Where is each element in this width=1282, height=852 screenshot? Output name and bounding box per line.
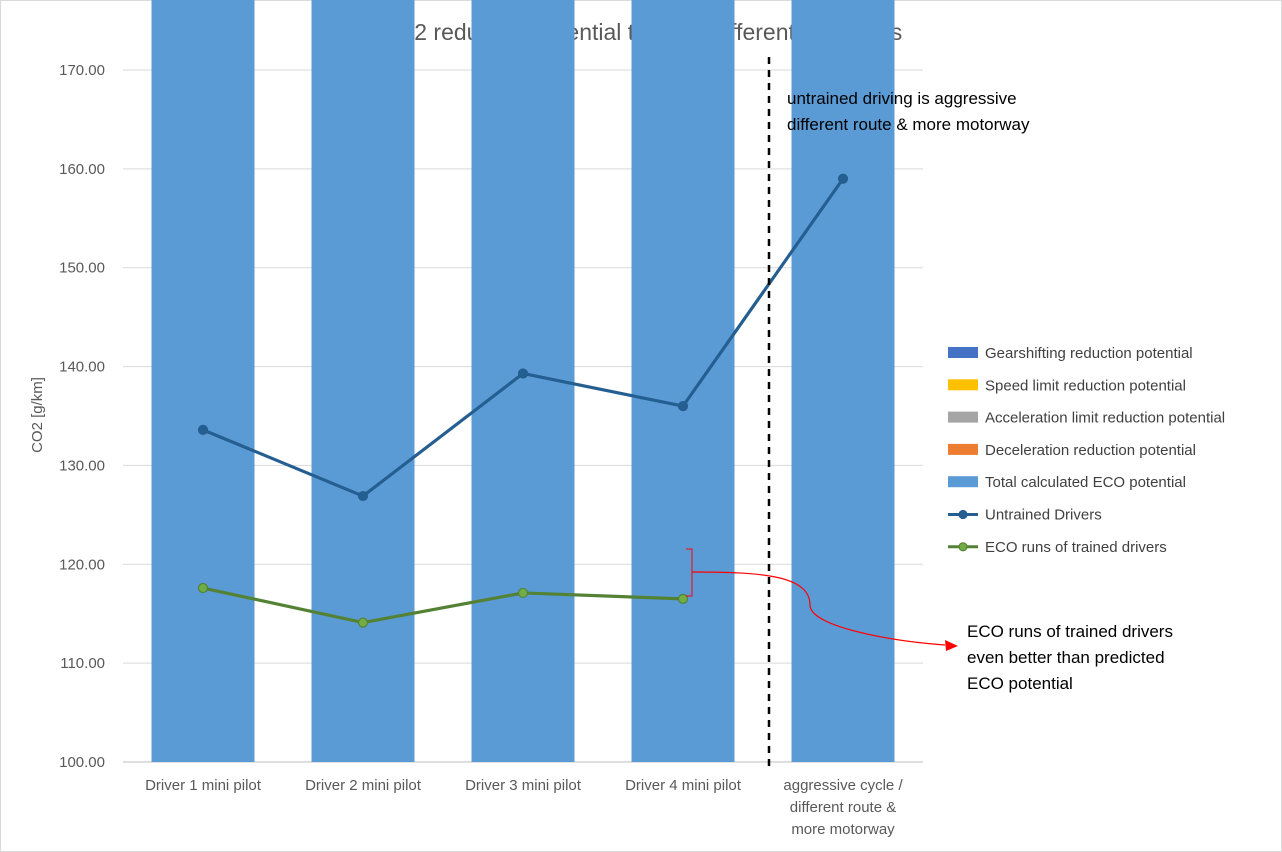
x-tick-label-4-0: aggressive cycle / <box>783 777 903 794</box>
x-tick-label-4-1: different route & <box>790 799 896 816</box>
legend-swatch-3 <box>948 443 978 455</box>
line-marker-0-4 <box>837 173 849 184</box>
annotation-arrow-head <box>945 640 958 651</box>
y-tick-label-4: 140.00 <box>59 359 105 376</box>
line-marker-0-1 <box>357 490 369 502</box>
line-marker-1-2 <box>517 587 529 599</box>
annotation-arrow-line <box>691 571 946 646</box>
y-axis-label: CO2 [g/km] <box>29 377 46 453</box>
legend-label-1: Speed limit reduction potential <box>985 377 1186 394</box>
legend-label-4: Total calculated ECO potential <box>985 474 1186 491</box>
line-marker-0-2 <box>517 368 529 379</box>
legend-marker-5 <box>958 509 968 520</box>
annotation-top-line-2: different route & more motorway <box>787 115 1030 134</box>
line-marker-1-3 <box>677 593 689 604</box>
y-tick-label-5: 150.00 <box>59 260 105 277</box>
bar-segment-0-1 <box>311 0 415 762</box>
annotation-top-line-1: untrained driving is aggressive <box>787 89 1017 108</box>
y-tick-label-0: 100.00 <box>59 754 105 771</box>
legend-label-3: Deceleration reduction potential <box>985 442 1196 459</box>
bar-segment-0-4 <box>791 0 895 763</box>
y-tick-label-2: 120.00 <box>59 556 105 573</box>
line-marker-1-1 <box>357 617 369 628</box>
line-series-1 <box>202 586 684 625</box>
line-marker-0-0 <box>197 424 209 435</box>
annotation-note-line-1: ECO runs of trained drivers <box>967 622 1173 641</box>
legend-label-6: ECO runs of trained drivers <box>985 539 1167 556</box>
annotation-note-line-3: ECO potential <box>967 674 1073 693</box>
x-tick-label-0-0: Driver 1 mini pilot <box>145 777 262 794</box>
x-tick-label-1-0: Driver 2 mini pilot <box>305 777 422 794</box>
line-marker-1-0 <box>197 582 209 594</box>
line-marker-0-3 <box>677 401 689 412</box>
ticks: 100.00 110.00 120.00 130.00 140.00 150.00 160.… <box>59 62 903 838</box>
bar-segment-0-0 <box>151 0 255 762</box>
legend-label-0: Gearshifting reduction potential <box>985 345 1193 362</box>
lines <box>197 173 849 628</box>
bar-segment-0-3 <box>631 0 735 763</box>
y-tick-label-3: 130.00 <box>59 457 105 474</box>
x-tick-label-2-0: Driver 3 mini pilot <box>465 777 582 794</box>
y-tick-label-7: 170.00 <box>59 62 105 79</box>
legend-swatch-1 <box>948 379 978 391</box>
annotation-note-line-2: even better than predicted <box>967 648 1165 667</box>
y-tick-label-6: 160.00 <box>59 161 105 178</box>
bars <box>151 0 895 763</box>
legend-label-5: Untrained Drivers <box>985 507 1102 524</box>
legend-swatch-0 <box>948 347 978 358</box>
y-tick-label-1: 110.00 <box>60 655 105 672</box>
legend-swatch-4 <box>948 476 978 488</box>
legend-label-2: Acceleration limit reduction potential <box>985 410 1225 427</box>
legend-swatch-2 <box>948 411 978 423</box>
x-tick-label-4-2: more motorway <box>791 821 895 838</box>
legend: Gearshifting reduction potential Speed li… <box>948 345 1225 556</box>
x-tick-label-3-0: Driver 4 mini pilot <box>625 777 742 794</box>
legend-marker-6 <box>958 542 968 552</box>
